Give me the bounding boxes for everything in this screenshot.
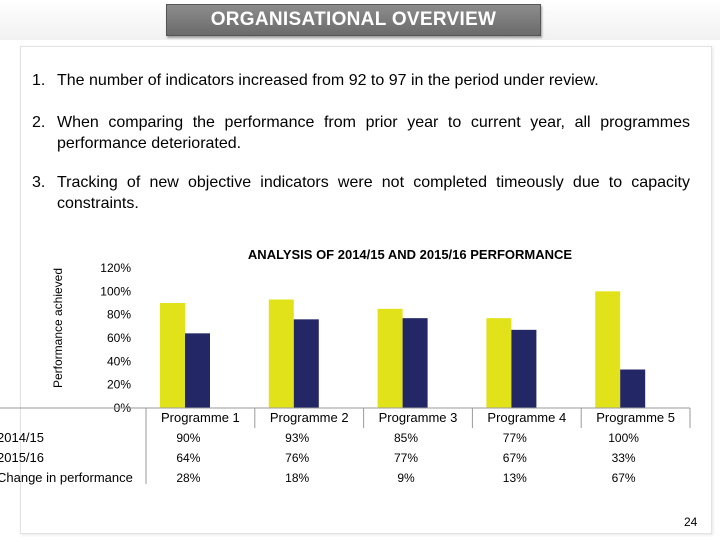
bar-current [185, 333, 210, 408]
table-row-label: 2014/15 [0, 430, 44, 445]
chart-title: ANALYSIS OF 2014/15 AND 2015/16 PERFORMA… [248, 247, 572, 262]
category-label: Programme 1 [161, 410, 240, 425]
table-cell: 76% [285, 451, 309, 465]
y-tick-label: 20% [107, 378, 131, 392]
bullet-text: Tracking of new objective indicators wer… [57, 174, 690, 212]
category-label: Programme 5 [596, 410, 675, 425]
table-cell: 13% [503, 471, 527, 485]
bar-prior [268, 299, 294, 408]
bullet-text: The number of indicators increased from … [57, 72, 599, 89]
y-tick-label: 80% [107, 308, 131, 322]
category-label: Programme 3 [379, 410, 458, 425]
bar-current [511, 329, 537, 408]
table-row-label: Change in performance [0, 470, 133, 485]
bullet-number: 2. [32, 114, 46, 131]
table-cell: 77% [394, 451, 418, 465]
y-tick-label: 100% [100, 284, 131, 298]
bar-prior [160, 303, 185, 408]
slide-title: ORGANISATIONAL OVERVIEW [166, 4, 541, 36]
table-cell: 85% [394, 431, 418, 445]
y-tick-label: 60% [107, 331, 131, 345]
table-cell: 90% [176, 431, 200, 445]
category-label: Programme 2 [270, 410, 349, 425]
table-cell: 67% [503, 451, 527, 465]
table-cell: 28% [176, 471, 200, 485]
y-tick-label: 120% [100, 261, 131, 275]
title-bar: ORGANISATIONAL OVERVIEW [0, 0, 720, 40]
bar-current [620, 369, 646, 408]
table-cell: 64% [176, 451, 200, 465]
table-cell: 18% [285, 471, 309, 485]
bullet-text: When comparing the performance from prio… [57, 114, 690, 152]
y-tick-label: 40% [107, 354, 131, 368]
table-cell: 77% [503, 431, 527, 445]
category-label: Programme 4 [487, 410, 566, 425]
bar-current [402, 318, 428, 408]
bullet-number: 3. [32, 174, 46, 191]
performance-chart: ANALYSIS OF 2014/15 AND 2015/16 PERFORMA… [0, 247, 691, 485]
page-number: 24 [684, 515, 698, 529]
bar-current [293, 319, 319, 408]
bullet-number: 1. [32, 72, 46, 89]
table-cell: 67% [612, 471, 636, 485]
table-row-label: 2015/16 [0, 450, 44, 465]
table-cell: 9% [397, 471, 415, 485]
content-frame [20, 46, 712, 534]
y-axis-label: Performance achieved [51, 268, 65, 388]
bar-prior [595, 291, 621, 408]
table-cell: 100% [608, 431, 639, 445]
bar-prior [377, 308, 403, 408]
table-cell: 93% [285, 431, 309, 445]
bar-prior [486, 318, 512, 408]
table-cell: 33% [612, 451, 636, 465]
